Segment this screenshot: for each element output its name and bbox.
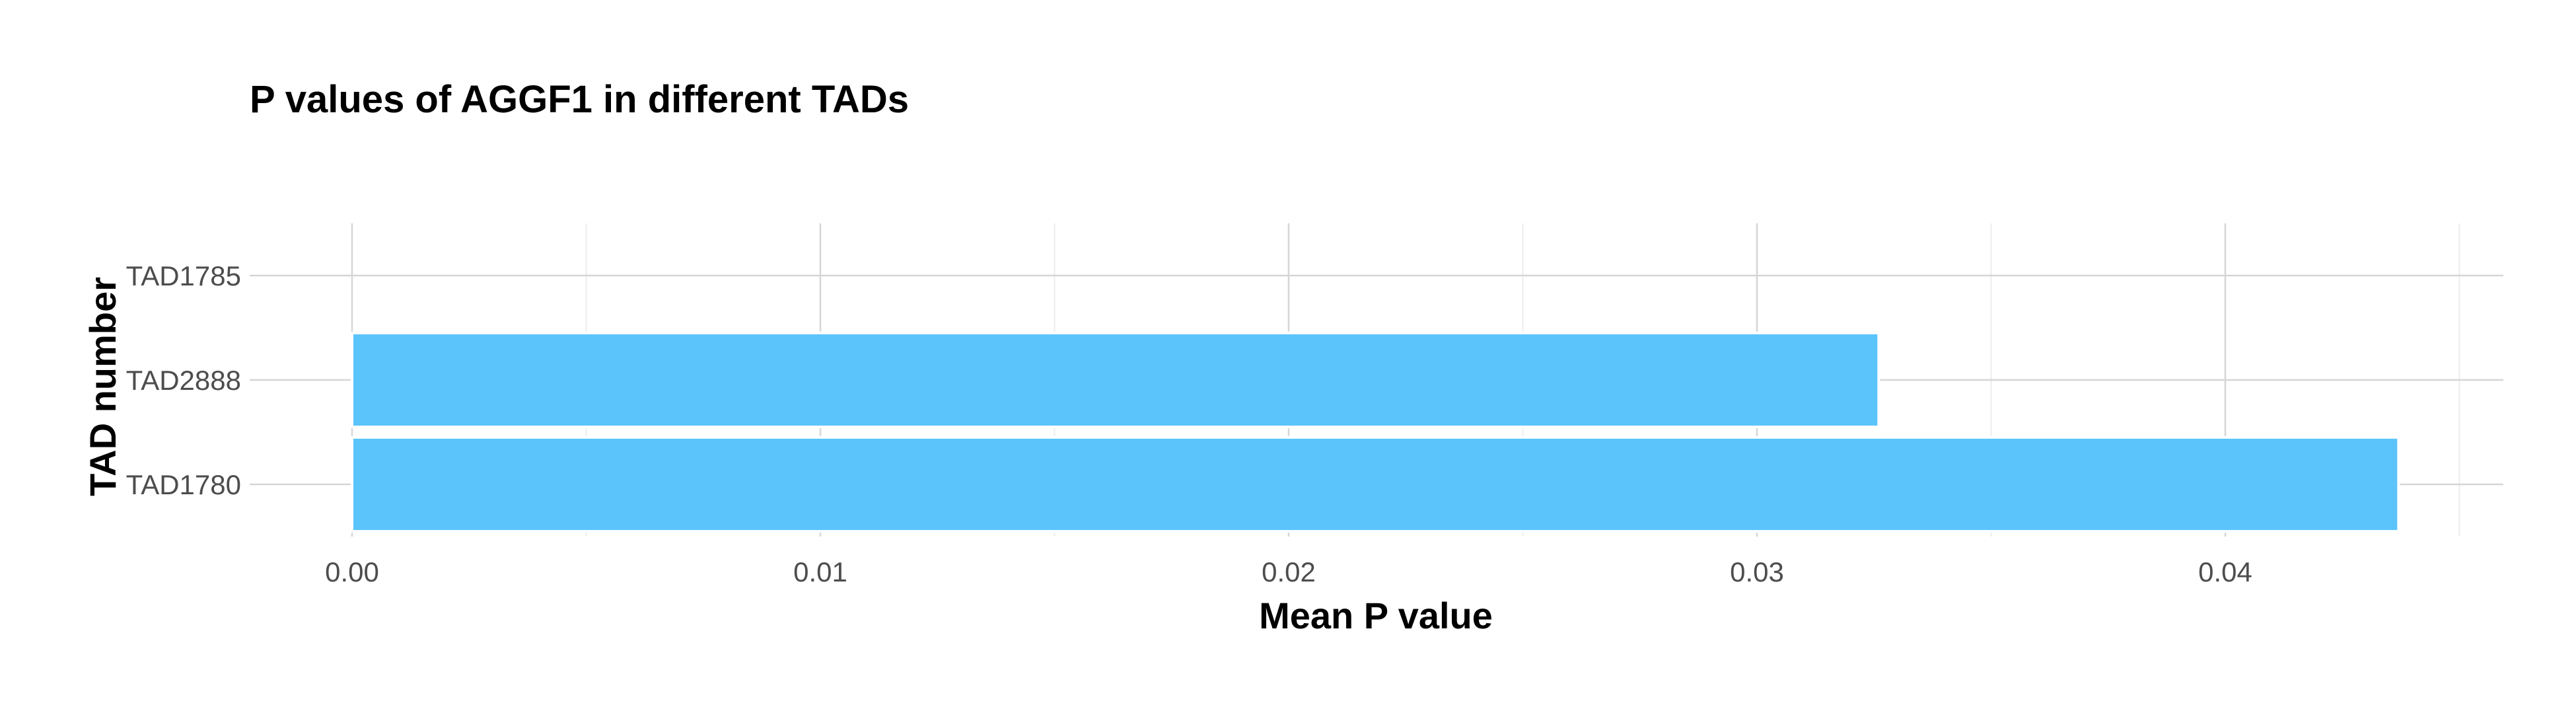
x-tick-label: 0.02 xyxy=(1262,556,1316,587)
y-tick-label: TAD1785 xyxy=(126,260,241,291)
y-axis-title: TAD number xyxy=(82,277,124,496)
y-axis-ticks: TAD1785 TAD2888 TAD1780 xyxy=(126,260,241,500)
bar-tad2888 xyxy=(351,331,1880,429)
y-tick-label: TAD1780 xyxy=(126,469,241,500)
bars xyxy=(351,331,2400,533)
chart-title: P values of AGGF1 in different TADs xyxy=(250,78,909,121)
x-tick-label: 0.03 xyxy=(1730,556,1784,587)
bar-tad1780 xyxy=(351,435,2400,533)
x-tick-label: 0.01 xyxy=(793,556,847,587)
y-tick-label: TAD2888 xyxy=(126,365,241,396)
x-axis-title: Mean P value xyxy=(1259,595,1493,636)
x-axis-ticks: 0.00 0.01 0.02 0.03 0.04 xyxy=(325,556,2252,587)
x-tick-label: 0.00 xyxy=(325,556,379,587)
x-tick-label: 0.04 xyxy=(2198,556,2252,587)
